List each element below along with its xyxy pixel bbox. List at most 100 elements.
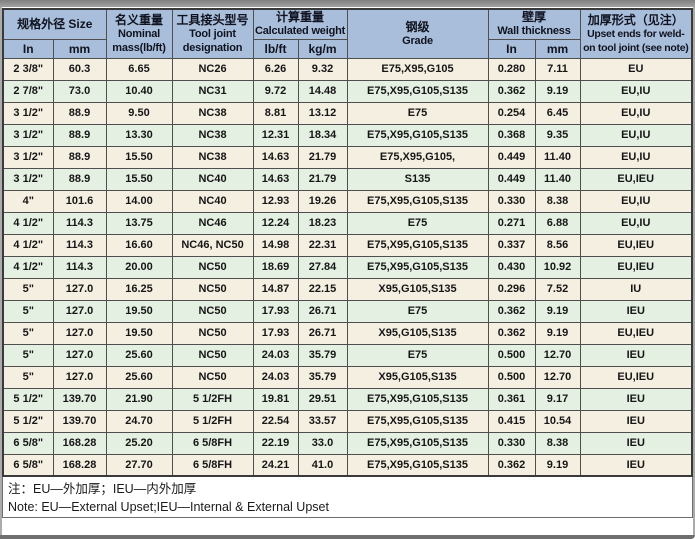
table-cell: 0.449 (487, 167, 536, 191)
table-cell: 19.81 (252, 387, 299, 411)
table-row: 2 7/8" 73.0 10.40 NC31 9.72 14.48 E75,X95,G105… (2, 79, 693, 103)
table-cell: 15.50 (105, 145, 173, 169)
table-cell: NC26 (171, 57, 254, 81)
header-tool-joint-zh: 工具接头型号 (176, 12, 249, 27)
table-cell: NC50 (171, 343, 254, 367)
table-cell: E75,X95,G105,S135 (346, 453, 489, 477)
table-cell: EU,IU (579, 79, 693, 103)
frame-top-band (0, 0, 695, 7)
table-row: 5" 127.0 19.50 NC50 17.93 26.71 E75 0.362 9.19 IE… (2, 299, 693, 323)
table-cell: 5 1/2FH (171, 387, 254, 411)
table-row: 5 1/2" 139.70 21.90 5 1/2FH 19.81 29.51 E75,X9… (2, 387, 693, 411)
table-cell: 6 5/8" (2, 453, 54, 477)
table-cell: 5 1/2" (2, 409, 54, 433)
table-cell: E75,X95,G105,S135 (346, 409, 489, 433)
header-nominal-en1: Nominal (118, 27, 161, 40)
table-cell: 6.88 (534, 211, 581, 235)
table-cell: NC46, NC50 (171, 233, 254, 257)
header-size-title: 规格外径 Size (17, 17, 93, 32)
table-cell: EU,IEU (579, 167, 693, 191)
table-cell: 24.70 (105, 409, 173, 433)
table-cell: EU,IU (579, 189, 693, 213)
table-cell: 16.25 (105, 277, 173, 301)
table-cell: 17.93 (252, 321, 299, 345)
table-row: 2 3/8" 60.3 6.65 NC26 6.26 9.32 E75,X95,G105 0.… (2, 57, 693, 81)
table-cell: NC40 (171, 167, 254, 191)
table-cell: 0.368 (487, 123, 536, 147)
table-cell: 0.430 (487, 255, 536, 279)
table-cell: X95,G105,S135 (346, 365, 489, 389)
table-cell: 17.93 (252, 299, 299, 323)
table-cell: E75 (346, 343, 489, 367)
table-cell: 60.3 (52, 57, 107, 81)
header-size-in: In (2, 38, 54, 59)
table-cell: 127.0 (52, 343, 107, 367)
table-row: 4 1/2" 114.3 16.60 NC46, NC50 14.98 22.31 E75,… (2, 233, 693, 257)
table-cell: IEU (579, 343, 693, 367)
spec-sheet: 规格外径 Size 名义重量 Nominal mass(lb/ft) 工具接头型… (2, 8, 693, 518)
table-cell: E75,X95,G105,S135 (346, 79, 489, 103)
table-cell: 15.50 (105, 167, 173, 191)
table-cell: 24.21 (252, 453, 299, 477)
table-cell: 14.48 (297, 79, 348, 103)
table-row: 5" 127.0 25.60 NC50 24.03 35.79 E75 0.500 12.70 I… (2, 343, 693, 367)
table-cell: 0.330 (487, 189, 536, 213)
table-cell: 12.70 (534, 365, 581, 389)
table-cell: 88.9 (52, 167, 107, 191)
table-row: 5" 127.0 25.60 NC50 24.03 35.79 X95,G105,S135 0… (2, 365, 693, 389)
table-row: 3 1/2" 88.9 15.50 NC38 14.63 21.79 E75,X95,G10… (2, 145, 693, 169)
table-cell: 6 5/8" (2, 431, 54, 455)
table-cell: EU,IEU (579, 233, 693, 257)
table-cell: 16.60 (105, 233, 173, 257)
table-cell: 12.24 (252, 211, 299, 235)
table-cell: 168.28 (52, 431, 107, 455)
table-cell: IEU (579, 453, 693, 477)
table-cell: 88.9 (52, 101, 107, 125)
footnote-en: Note: EU—External Upset;IEU—Internal & E… (8, 500, 329, 514)
table-cell: NC38 (171, 101, 254, 125)
table-row: 4 1/2" 114.3 13.75 NC46 12.24 18.23 E75 0.271 6.… (2, 211, 693, 235)
table-cell: 3 1/2" (2, 101, 54, 125)
header-calc-kgm: kg/m (297, 38, 348, 59)
table-row: 4" 101.6 14.00 NC40 12.93 19.26 E75,X95,G105,S… (2, 189, 693, 213)
header-tool-joint: 工具接头型号 Tool joint designation (171, 8, 254, 59)
table-cell: 7.52 (534, 277, 581, 301)
header-nominal-mass: 名义重量 Nominal mass(lb/ft) (105, 8, 173, 59)
table-cell: 5 1/2FH (171, 409, 254, 433)
drill-pipe-spec-table: 规格外径 Size 名义重量 Nominal mass(lb/ft) 工具接头型… (2, 8, 693, 477)
table-cell: E75,X95,G105,S135 (346, 233, 489, 257)
header-size-group: 规格外径 Size (2, 8, 107, 40)
header-upset-zh: 加厚形式（见注） (587, 12, 684, 27)
table-cell: 27.70 (105, 453, 173, 477)
table-cell: IU (579, 277, 693, 301)
table-cell: 0.280 (487, 57, 536, 81)
table-cell: E75 (346, 101, 489, 125)
table-cell: 6.65 (105, 57, 173, 81)
table-cell: 11.40 (534, 145, 581, 169)
table-cell: 8.56 (534, 233, 581, 257)
table-cell: 4 1/2" (2, 255, 54, 279)
table-cell: 11.40 (534, 167, 581, 191)
table-cell: 5" (2, 299, 54, 323)
table-cell: 27.84 (297, 255, 348, 279)
table-cell: 9.35 (534, 123, 581, 147)
table-cell: 22.19 (252, 431, 299, 455)
header-wall-mm: mm (534, 38, 581, 59)
table-cell: E75,X95,G105,S135 (346, 123, 489, 147)
table-row: 5" 127.0 16.25 NC50 14.87 22.15 X95,G105,S135 0… (2, 277, 693, 301)
table-cell: E75,X95,G105,S135 (346, 387, 489, 411)
table-cell: 12.70 (534, 343, 581, 367)
table-cell: 19.50 (105, 299, 173, 323)
table-cell: 5" (2, 321, 54, 345)
table-cell: 35.79 (297, 343, 348, 367)
table-cell: 25.60 (105, 343, 173, 367)
table-row: 6 5/8" 168.28 27.70 6 5/8FH 24.21 41.0 E75,X95… (2, 453, 693, 477)
table-row: 5" 127.0 19.50 NC50 17.93 26.71 X95,G105,S135 0… (2, 321, 693, 345)
table-cell: NC50 (171, 365, 254, 389)
table-cell: 127.0 (52, 321, 107, 345)
table-cell: 26.71 (297, 299, 348, 323)
table-cell: NC38 (171, 145, 254, 169)
table-cell: 10.92 (534, 255, 581, 279)
header-tool-joint-en1: Tool joint (189, 27, 236, 40)
table-cell: 0.271 (487, 211, 536, 235)
